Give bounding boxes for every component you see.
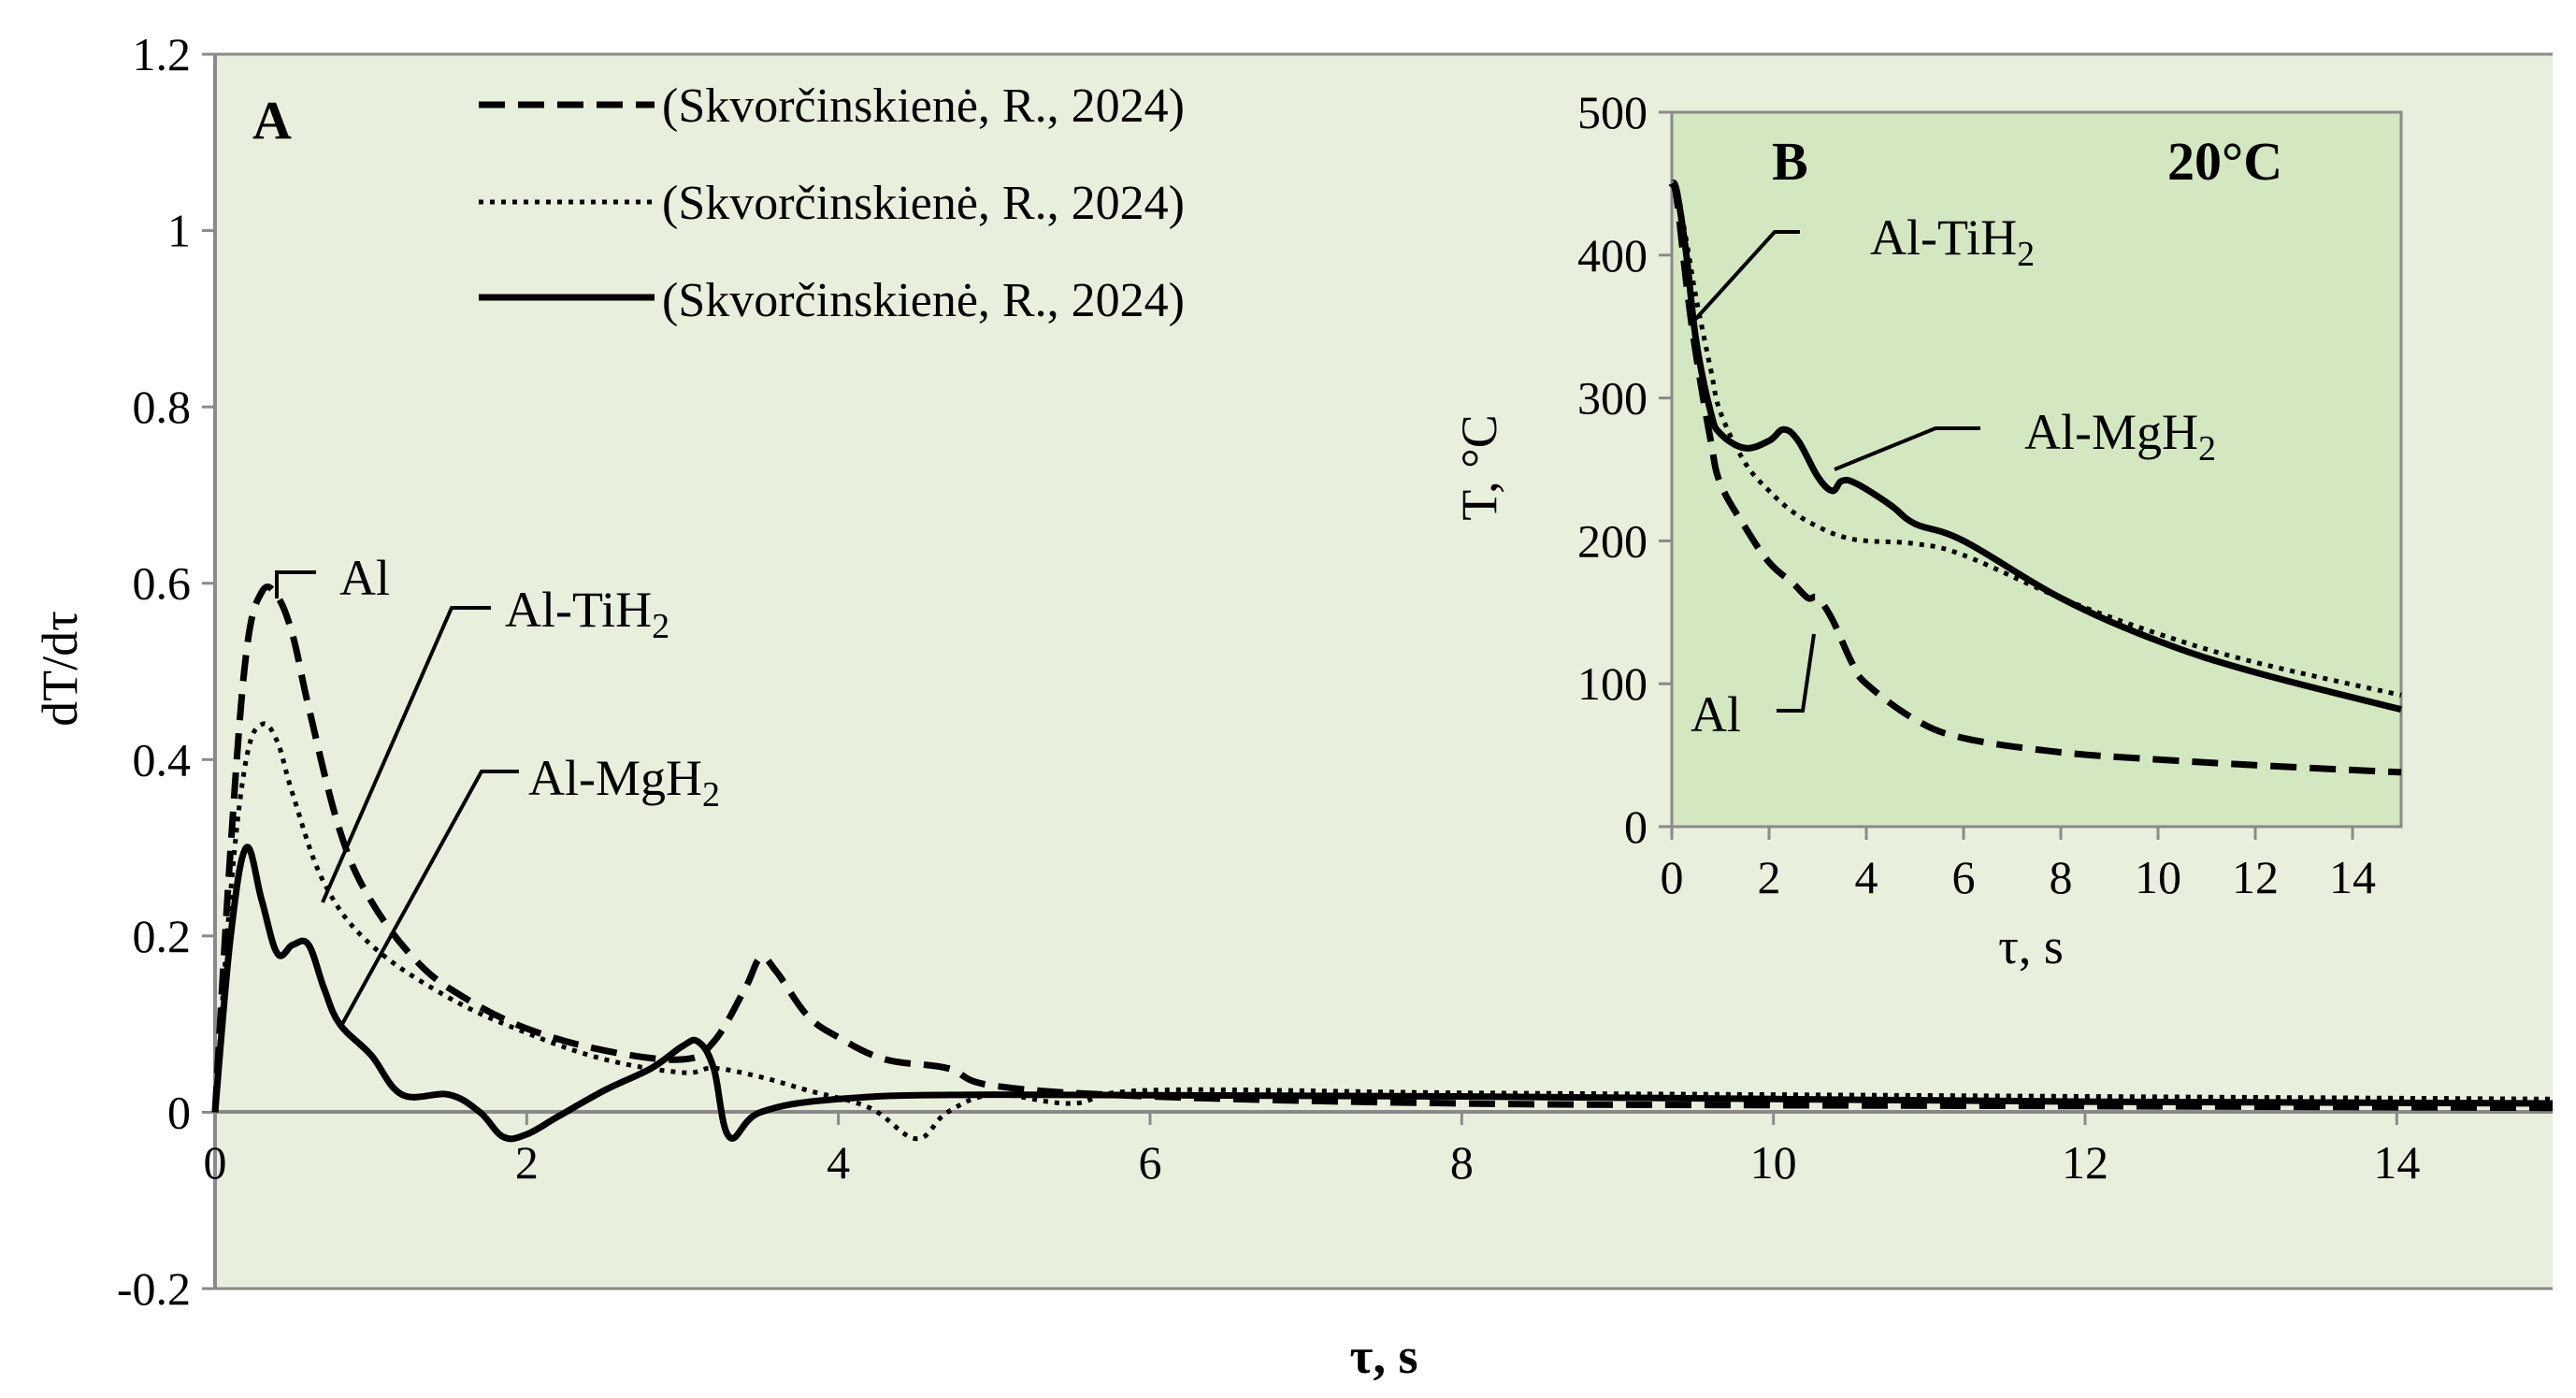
panel-b: 0 100 200 300 400 500 0 2 4 6 8 10 12 14 B 20°C T, °C… xyxy=(1451,86,2403,974)
panel-a-series-al-mgh2 xyxy=(211,843,2554,1143)
panel-b-xtick-label: 8 xyxy=(2050,851,2073,903)
panel-a-legend: (Skvorčinskienė, R., 2024) (Skvorčinskie… xyxy=(479,79,1185,327)
annotation-b-al-tih2-label: Al-TiH2 xyxy=(1870,209,2035,274)
panel-b-xtick-label: 6 xyxy=(1952,851,1976,903)
panel-b-series-al-tih2 xyxy=(1669,181,2402,698)
annotation-al-tih2-label: Al-TiH2 xyxy=(505,582,669,646)
panel-a-ytick-label: 0.2 xyxy=(133,910,192,962)
annotation-b-al-tih2-base: Al-TiH xyxy=(1870,209,2017,266)
panel-a-xtick-label: 8 xyxy=(1450,1136,1474,1189)
annotation-al-label: Al xyxy=(339,550,390,606)
annotation-al-tih2-subscript: 2 xyxy=(652,607,669,646)
panel-b-ytick-label: 300 xyxy=(1577,372,1648,425)
panel-a-ytick-label: 0.8 xyxy=(133,381,192,433)
panel-b-y-axis-title: T, °C xyxy=(1451,414,1507,521)
annotation-al-mgh2-label: Al-MgH2 xyxy=(528,750,720,814)
panel-a-y-axis-title: dT/dτ xyxy=(32,611,88,727)
panel-a-series-al-tih2 xyxy=(212,721,2554,1142)
panel-b-x-axis-title: τ, s xyxy=(1998,918,2064,974)
panel-a-annotations: Al Al-TiH2 Al-MgH2 xyxy=(275,550,720,1027)
annotation-b-al-mgh2-base: Al-MgH xyxy=(2024,404,2198,460)
panel-b-xtick-label: 14 xyxy=(2329,851,2376,903)
annotation-b-al-label: Al xyxy=(1691,686,1741,742)
annotation-al-tih2-leader xyxy=(321,606,491,903)
panel-b-series-al-mgh2 xyxy=(1668,180,2402,713)
panel-b-annotations: Al-TiH2 Al-MgH2 Al xyxy=(1691,209,2216,742)
panel-b-label: B xyxy=(1772,131,1808,192)
panel-a-ytick-label: 0.6 xyxy=(133,557,192,610)
panel-a-ytick-label: 0 xyxy=(167,1086,191,1138)
panel-a-xtick-label: 10 xyxy=(1750,1136,1797,1189)
panel-b-xtick-label: 10 xyxy=(2135,851,2181,903)
panel-b-xtick-label: 12 xyxy=(2232,851,2279,903)
panel-b-xtick-label: 2 xyxy=(1758,851,1781,903)
annotation-al-leader xyxy=(275,570,316,598)
panel-b-ytick-label: 200 xyxy=(1577,514,1648,567)
annotation-al-mgh2-subscript: 2 xyxy=(702,775,720,814)
panel-a-xtick-label: 0 xyxy=(204,1136,227,1189)
panel-a-ytick-label: 0.4 xyxy=(133,733,192,785)
legend-dotted-label: (Skvorčinskienė, R., 2024) xyxy=(662,177,1185,230)
panel-b-temperature-label: 20°C xyxy=(2167,131,2282,192)
panel-b-plot-area xyxy=(1670,110,2403,829)
panel-b-xtick-label: 4 xyxy=(1855,851,1878,903)
panel-b-xtick-label: 0 xyxy=(1661,851,1684,903)
panel-a-ytick-label: -0.2 xyxy=(117,1262,191,1315)
annotation-b-al-leader xyxy=(1777,633,1816,713)
panel-b-ytick-label: 100 xyxy=(1577,657,1648,710)
annotation-al-mgh2-leader xyxy=(339,770,519,1027)
panel-a-xtick-label: 6 xyxy=(1139,1136,1162,1189)
panel-a-ytick-label: 1.2 xyxy=(133,28,192,80)
panel-a-label: A xyxy=(252,90,292,151)
panel-a-xtick-label: 12 xyxy=(2062,1136,2108,1189)
panel-a-xtick-label: 2 xyxy=(515,1136,539,1189)
panel-b-ytick-label: 500 xyxy=(1577,86,1648,138)
legend-solid-label: (Skvorčinskienė, R., 2024) xyxy=(662,274,1185,327)
panel-a-xtick-label: 14 xyxy=(2373,1136,2420,1189)
panel-a-xtick-label: 4 xyxy=(827,1136,850,1189)
legend-dashed-label: (Skvorčinskienė, R., 2024) xyxy=(662,79,1185,133)
panel-b-ytick-label: 0 xyxy=(1624,800,1648,853)
annotation-b-al-mgh2-label: Al-MgH2 xyxy=(2024,404,2216,468)
annotation-al-tih2-base: Al-TiH xyxy=(505,582,652,638)
annotation-b-al-mgh2-leader xyxy=(1834,426,1980,471)
annotation-b-al-mgh2-subscript: 2 xyxy=(2198,429,2216,468)
annotation-b-al-tih2-subscript: 2 xyxy=(2017,235,2035,274)
annotation-al-mgh2-base: Al-MgH xyxy=(528,750,702,806)
panel-a-ytick-label: 1 xyxy=(167,205,191,257)
annotation-b-al-tih2-leader xyxy=(1691,230,1800,324)
panel-b-ytick-label: 400 xyxy=(1577,229,1648,281)
panel-a-x-axis-title: τ, s xyxy=(1350,1328,1418,1384)
panel-a-series-al xyxy=(211,584,2554,1113)
